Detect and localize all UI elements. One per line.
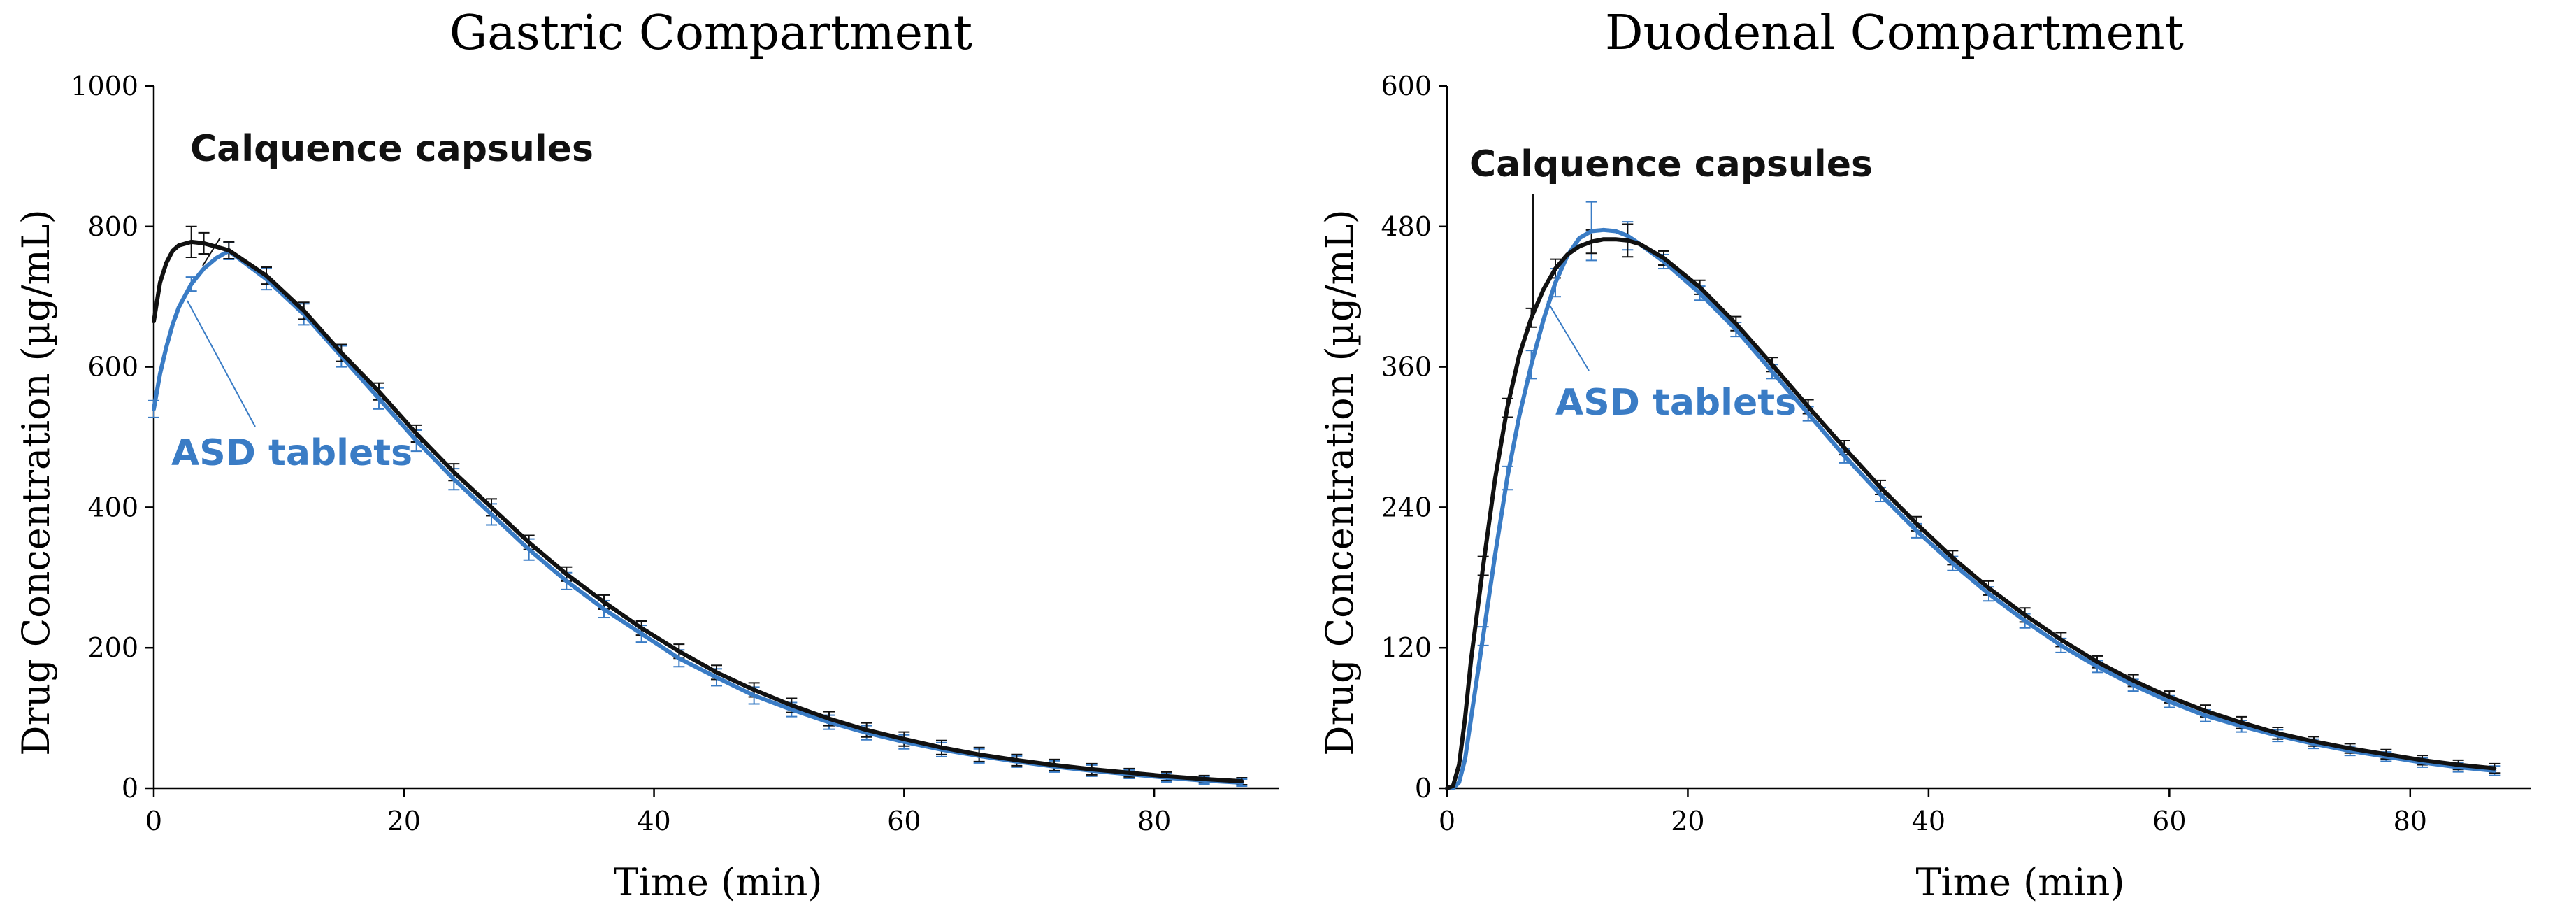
gastric-calquence-leader [202,237,221,266]
duodenal-calquence-capsules-line [1445,237,2497,790]
duodenal-y-tick-label: 120 [1381,632,1432,663]
gastric-title: Gastric Compartment [449,6,972,61]
gastric-y-tick-label: 1000 [71,71,138,101]
gastric-x-tick-label: 40 [637,806,670,836]
gastric-y-tick-label: 600 [87,352,138,383]
gastric-x-label: Time (min) [613,860,822,904]
duodenal-error-bars [1477,201,2501,776]
gastric-calquence-annotation: Calquence capsules [190,128,593,170]
duodenal-y-tick-label: 480 [1381,211,1432,242]
duodenal-panel: Duodenal Compartment Time (min) Drug Con… [1318,6,2531,904]
gastric-asd-tablets-line [152,248,1244,785]
duodenal-title: Duodenal Compartment [1605,6,2184,61]
duodenal-asd-tablets-line [1445,227,2497,790]
gastric-panel: Gastric Compartment Time (min) Drug Conc… [14,6,1279,904]
gastric-y-tick-label: 800 [87,211,138,242]
duodenal-x-tick-label: 60 [2152,806,2186,836]
duodenal-y-tick-label: 240 [1381,492,1432,522]
gastric-calquence-capsules-line [152,239,1244,783]
gastric-y-tick-label: 0 [122,773,138,804]
duodenal-y-tick-label: 0 [1415,773,1432,804]
gastric-x-tick-label: 60 [887,806,921,836]
gastric-axes: 0 200 400 600 800 1000 0 20 40 60 80 [71,71,1279,836]
duodenal-y-tick-label: 360 [1381,352,1432,383]
duodenal-asd-leader [1546,300,1590,371]
duodenal-calquence-annotation: Calquence capsules [1469,143,1873,185]
duodenal-x-tick-label: 20 [1671,806,1704,836]
duodenal-lines [1445,227,2497,790]
duodenal-x-tick-label: 0 [1439,806,1455,836]
gastric-x-tick-label: 80 [1137,806,1171,836]
gastric-asd-annotation: ASD tablets [171,432,412,474]
duodenal-y-label: Drug Concentration (µg/mL) [1318,209,1362,755]
duodenal-asd-annotation: ASD tablets [1555,382,1797,424]
duodenal-y-tick-label: 600 [1381,71,1432,101]
gastric-y-label: Drug Concentration (µg/mL) [14,209,58,755]
gastric-x-tick-label: 0 [145,806,162,836]
duodenal-x-tick-label: 80 [2394,806,2427,836]
duodenal-x-tick-label: 40 [1912,806,1945,836]
gastric-y-tick-label: 200 [87,632,138,663]
duodenal-axes: 0 120 240 360 480 600 0 20 40 60 80 [1381,71,2531,836]
gastric-x-tick-label: 20 [387,806,421,836]
gastric-asd-leader [187,300,256,427]
gastric-lines [152,239,1244,785]
duodenal-x-label: Time (min) [1915,860,2124,904]
gastric-y-tick-label: 400 [87,492,138,522]
gastric-error-bars [148,225,1248,787]
